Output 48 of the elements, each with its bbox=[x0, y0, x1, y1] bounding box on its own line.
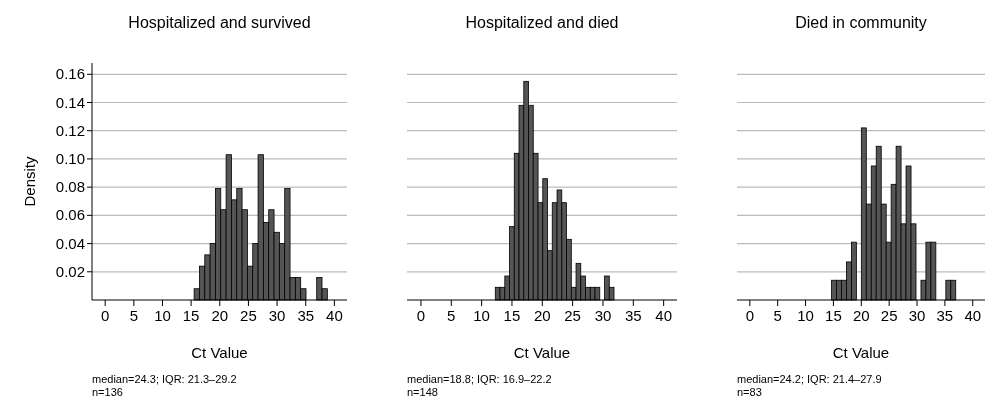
chart-title: Died in community bbox=[795, 14, 927, 31]
x-axis-title: Ct Value bbox=[191, 344, 248, 361]
y-tick-label: 0.08 bbox=[55, 178, 85, 196]
x-axis-title: Ct Value bbox=[513, 344, 571, 361]
x-axis-title: Ct Value bbox=[832, 344, 890, 361]
text: n=136 bbox=[92, 386, 123, 398]
x-tick-label: 25 bbox=[564, 307, 581, 324]
y-tick-label: 0.16 bbox=[55, 65, 85, 83]
x-tick-label: 25 bbox=[240, 307, 257, 324]
x-tick-label: 5 bbox=[447, 307, 456, 324]
x-tick-label: 20 bbox=[211, 307, 229, 324]
x-tick-label: 35 bbox=[936, 307, 954, 324]
y-axis-title: Density bbox=[21, 156, 38, 207]
x-tick-label: 30 bbox=[908, 307, 926, 324]
text: median=24.2; IQR: 21.4–27.9 bbox=[737, 373, 882, 385]
x-tick-label: 40 bbox=[655, 307, 672, 324]
x-tick-label: 15 bbox=[503, 307, 521, 324]
x-tick-label: 25 bbox=[880, 307, 898, 324]
text: median=18.8; IQR: 16.9–22.2 bbox=[407, 373, 552, 385]
x-tick-label: 35 bbox=[297, 307, 315, 324]
x-tick-label: 0 bbox=[745, 307, 754, 324]
x-tick-label: 30 bbox=[268, 307, 286, 324]
x-tick-label: 0 bbox=[416, 307, 426, 324]
y-tick-label: 0.10 bbox=[55, 149, 85, 167]
y-tick-label: 0.04 bbox=[55, 234, 85, 252]
x-tick-label: 10 bbox=[797, 307, 814, 324]
x-tick-label: 0 bbox=[101, 307, 110, 324]
x-tick-label: 10 bbox=[154, 307, 171, 324]
y-tick-label: 0.14 bbox=[55, 93, 85, 111]
x-tick-label: 35 bbox=[624, 307, 642, 324]
x-tick-label: 20 bbox=[533, 307, 551, 324]
x-tick-label: 5 bbox=[129, 307, 138, 324]
chart-title: Hospitalized and died bbox=[465, 14, 619, 31]
text: n=83 bbox=[737, 386, 762, 398]
x-tick-label: 15 bbox=[182, 307, 200, 324]
x-tick-label: 10 bbox=[473, 307, 490, 324]
x-tick-label: 5 bbox=[773, 307, 782, 324]
x-tick-label: 40 bbox=[964, 307, 982, 324]
y-tick-label: 0.12 bbox=[55, 121, 85, 139]
x-tick-label: 15 bbox=[825, 307, 842, 324]
text: median=24.3; IQR: 21.3–29.2 bbox=[92, 373, 237, 385]
text: n=148 bbox=[407, 386, 438, 398]
x-tick-label: 40 bbox=[326, 307, 343, 324]
y-tick-label: 0.06 bbox=[55, 206, 85, 224]
x-tick-label: 30 bbox=[594, 307, 612, 324]
chart-title: Hospitalized and survived bbox=[128, 14, 311, 31]
y-tick-label: 0.02 bbox=[55, 262, 85, 280]
x-tick-label: 20 bbox=[852, 307, 870, 324]
